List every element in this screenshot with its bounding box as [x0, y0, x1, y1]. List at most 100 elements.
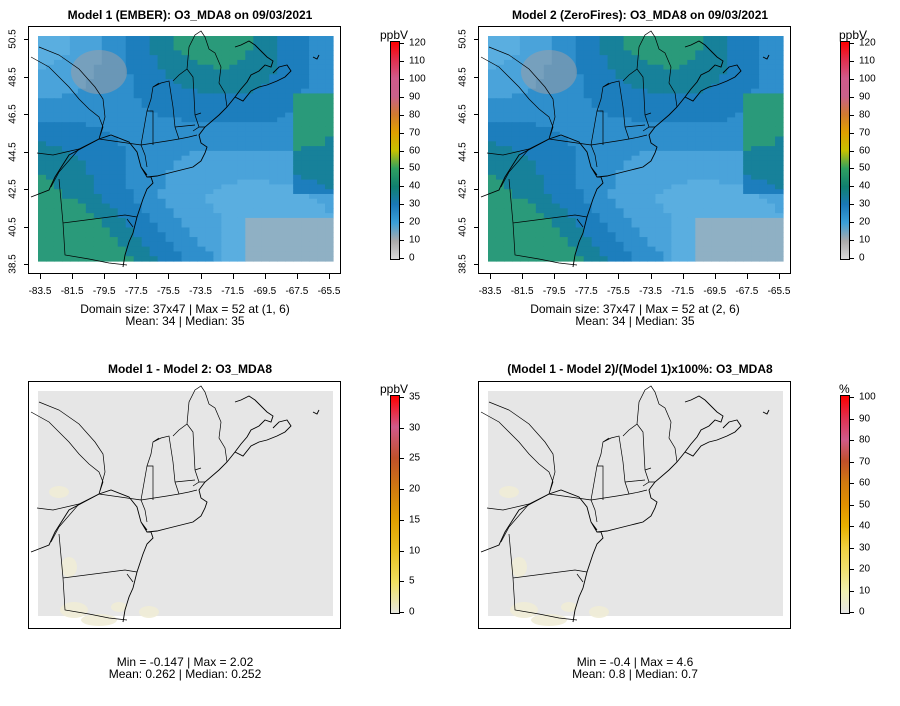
grid-cell	[309, 198, 318, 205]
grid-cell	[727, 256, 736, 262]
grid-cell	[488, 217, 497, 224]
grid-cell	[213, 217, 222, 224]
grid-cell	[109, 112, 119, 118]
low-ozone-area	[521, 50, 577, 94]
grid-cell	[775, 189, 784, 195]
grid-cell	[261, 189, 270, 195]
grid-cell	[173, 59, 183, 66]
grid-cell	[213, 107, 222, 114]
grid-cell	[583, 98, 593, 104]
grid-cell	[759, 59, 768, 66]
grid-cell	[237, 165, 246, 171]
grid-cell	[767, 208, 776, 214]
grid-cell	[767, 256, 776, 262]
colorbar-tick-label: 20	[859, 563, 871, 575]
grid-cell	[125, 251, 135, 257]
grid-cell	[488, 184, 497, 190]
grid-cell	[325, 36, 334, 42]
grid-cell	[173, 79, 183, 85]
grid-cell	[125, 50, 135, 56]
grid-cell	[615, 189, 625, 195]
grid-cell	[695, 103, 704, 109]
grid-cell	[181, 246, 191, 253]
grid-cell	[639, 193, 649, 200]
grid-cell	[77, 213, 87, 219]
grid-cell	[559, 246, 569, 253]
grid-cell	[77, 246, 87, 253]
grid-cell	[527, 112, 537, 118]
grid-cell	[213, 160, 222, 166]
grid-cell	[157, 222, 167, 229]
grid-cell	[205, 93, 215, 99]
grid-cell	[527, 126, 537, 133]
grid-cell	[767, 184, 776, 190]
grid-cell	[647, 237, 657, 243]
grid-cell	[181, 40, 191, 47]
grid-cell	[181, 155, 191, 162]
grid-cell	[735, 155, 744, 162]
grid-cell	[213, 174, 222, 181]
grid-cell	[559, 112, 569, 118]
grid-cell	[165, 203, 175, 209]
grid-cell	[133, 184, 143, 190]
grid-cell	[325, 227, 334, 233]
grid-cell	[45, 174, 55, 181]
grid-cell	[503, 74, 513, 80]
grid-cell	[141, 131, 151, 138]
grid-cell	[293, 79, 302, 85]
grid-cell	[679, 203, 688, 209]
grid-cell	[503, 88, 513, 95]
grid-cell	[511, 193, 521, 200]
grid-cell	[599, 217, 609, 224]
grid-cell	[727, 251, 736, 257]
y-tick-label: 44.5	[7, 141, 19, 162]
grid-cell	[615, 251, 625, 257]
grid-cell	[679, 179, 688, 186]
grid-cell	[599, 227, 609, 233]
grid-cell	[751, 155, 760, 162]
grid-cell	[277, 146, 286, 152]
grid-cell	[189, 232, 199, 238]
grid-cell	[703, 40, 712, 47]
grid-cell	[719, 55, 728, 61]
grid-cell	[727, 203, 736, 209]
grid-cell	[245, 170, 254, 176]
grid-cell	[647, 189, 657, 195]
stats-line-1: Domain size: 37x47 | Max = 52 at (2, 6)	[530, 302, 740, 316]
grid-cell	[277, 112, 286, 118]
grid-cell	[38, 79, 47, 85]
grid-cell	[261, 107, 270, 114]
grid-cell	[543, 107, 553, 114]
grid-cell	[727, 232, 736, 238]
grid-cell	[45, 74, 55, 80]
grid-cell	[69, 179, 79, 186]
grid-cell	[591, 174, 601, 181]
grid-cell	[727, 179, 736, 186]
x-tick-label: -69.5	[703, 286, 727, 297]
colorbar-tick-label: 70	[409, 127, 421, 139]
grid-cell	[101, 213, 111, 219]
grid-cell	[679, 136, 688, 142]
grid-cell	[775, 93, 784, 99]
grid-cell	[229, 189, 238, 195]
grid-cell	[261, 74, 270, 80]
grid-cell	[511, 69, 521, 75]
grid-cell	[229, 74, 238, 80]
grid-cell	[631, 217, 641, 224]
grid-cell	[623, 251, 633, 257]
grid-cell	[317, 241, 326, 248]
grid-cell	[157, 179, 167, 186]
grid-cell	[527, 103, 537, 109]
grid-cell	[229, 50, 238, 56]
grid-cell	[575, 126, 585, 133]
colorbar-tick	[850, 483, 854, 484]
grid-cell	[157, 170, 167, 176]
map-frame	[478, 26, 791, 274]
grid-cell	[671, 256, 680, 262]
colorbar-tick-label: 110	[859, 55, 875, 67]
grid-cell	[149, 203, 159, 209]
grid-cell	[165, 50, 175, 56]
map-frame	[28, 381, 341, 629]
grid-cell	[687, 222, 696, 229]
grid-cell	[519, 107, 529, 114]
